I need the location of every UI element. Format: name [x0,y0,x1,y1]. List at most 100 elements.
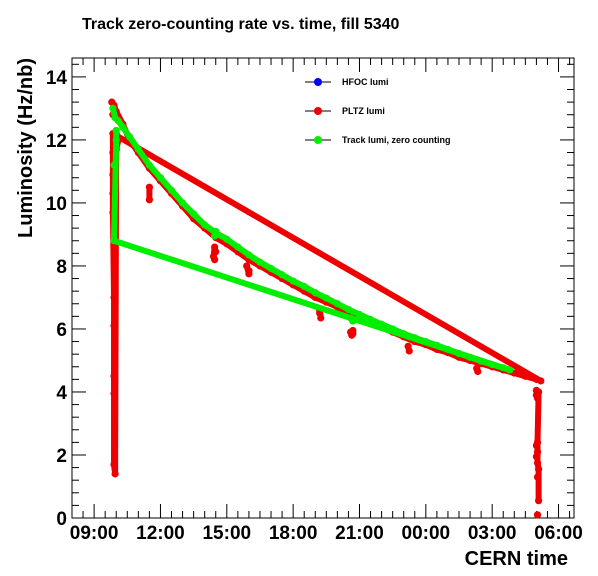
series-band-segment [111,136,120,244]
data-point [506,366,514,374]
y-tick-label: 0 [56,509,67,530]
data-point [466,353,474,361]
data-point [112,126,120,135]
data-point [455,349,463,358]
y-axis-title: Luminosity (Hz/nb) [15,58,37,238]
data-point [211,256,219,264]
data-point [110,161,118,169]
data-point [422,337,430,346]
data-point [110,372,118,380]
data-point [366,315,375,324]
legend-label: HFOC lumi [342,77,389,87]
data-point [190,210,198,218]
data-point [267,264,275,273]
legend-marker [314,136,322,144]
data-point [110,460,118,469]
y-tick-label: 14 [46,68,68,89]
x-tick-label: 00:00 [402,523,451,544]
legend-marker [314,107,322,115]
data-point [145,161,154,169]
data-point [444,345,452,354]
data-point [349,330,357,338]
data-point [400,330,408,338]
data-point [533,473,542,481]
data-point [333,300,341,308]
y-tick-label: 12 [46,131,67,152]
data-point [223,235,231,243]
legend-marker [314,78,322,86]
y-tick-label: 8 [56,257,67,278]
data-point [535,465,543,473]
y-tick-label: 6 [56,320,67,341]
x-tick-label: 12:00 [136,523,185,544]
y-axis: 0 2 4 6 8 10 12 14 [46,63,574,530]
data-point [145,183,154,191]
data-point [433,341,441,349]
y-tick-label: 4 [56,383,67,404]
data-point [112,136,120,144]
data-point [300,282,308,291]
data-point [110,389,118,398]
data-point [212,227,220,235]
data-point [178,199,187,207]
data-point [289,277,297,285]
data-point [145,196,154,204]
x-tick-label: 06:00 [534,523,583,544]
data-point [167,186,176,194]
data-point [119,123,127,131]
data-point [109,104,117,113]
data-point [134,145,142,153]
series-band-segment [111,237,513,373]
data-point [311,289,319,297]
data-point [278,271,286,279]
data-point [533,394,542,402]
data-point [499,364,507,372]
data-point [521,372,529,380]
legend-label: Track lumi, zero counting [342,135,451,145]
data-point [378,320,386,328]
data-point [355,310,364,319]
data-point [344,305,353,314]
data-point [349,317,357,325]
y-tick-label: 10 [46,194,67,215]
legend: HFOC lumi PLTZ lumi Track lumi, zero count… [305,77,451,145]
y-tick-label: 2 [56,446,67,467]
data-point [201,221,209,229]
x-tick-label: 18:00 [269,523,318,544]
data-point [111,470,119,478]
data-point [411,334,419,342]
x-tick-label: 03:00 [468,523,517,544]
x-tick-label: 21:00 [335,523,384,544]
data-point [533,511,542,519]
data-point [322,294,330,302]
data-point [212,248,220,256]
data-point [110,322,118,330]
legend-label: PLTZ lumi [342,106,385,116]
data-point [245,251,253,259]
data-point [110,237,118,245]
plot-frame [71,57,575,519]
chart-title: Track zero-counting rate vs. time, fill … [82,16,400,33]
data-point [389,325,397,333]
data-point [474,367,482,376]
x-axis: 09:00 12:00 15:00 18:00 21:00 00:00 03:00 06:00 [70,58,583,544]
data-point [125,133,134,141]
data-point [537,377,545,385]
data-point [535,497,543,505]
x-axis-title: CERN time [465,548,568,570]
data-point [114,117,123,125]
data-point [110,293,118,302]
data-point [477,357,485,365]
series-band-segment [109,130,544,384]
series-2 [109,104,514,374]
data-point [532,441,541,450]
x-tick-label: 15:00 [202,523,251,544]
data-point [245,267,253,275]
data-series [108,98,545,519]
data-point [532,452,541,461]
data-point [405,347,413,355]
x-tick-label: 09:00 [70,523,119,544]
data-point [532,386,541,394]
